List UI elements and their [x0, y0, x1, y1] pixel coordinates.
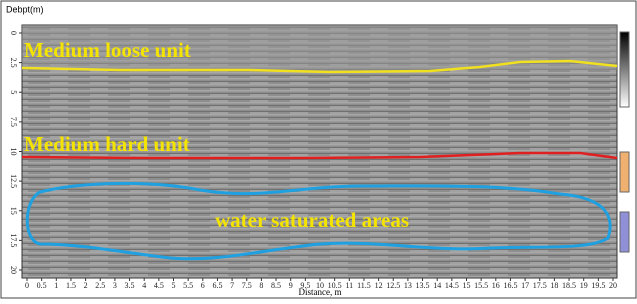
x-tick-label: 9.5 — [300, 281, 310, 290]
y-tick-label: 2.5 — [9, 58, 18, 68]
x-tick-label: 5.5 — [183, 281, 193, 290]
x-tick-label: 14.5 — [445, 281, 459, 290]
x-tick-label: 12.5 — [386, 281, 400, 290]
x-tick-label: 0.5 — [37, 281, 47, 290]
color-bar-blue — [620, 212, 629, 252]
y-tick-label: 7.5 — [9, 117, 18, 127]
color-bar-orange — [620, 152, 629, 192]
x-tick-label: 18.5 — [562, 281, 576, 290]
y-tick-label: 0 — [9, 31, 18, 35]
x-tick-label: 15.5 — [474, 281, 488, 290]
x-tick-label: 8 — [259, 281, 263, 290]
x-tick-label: 14 — [433, 281, 441, 290]
x-tick-label: 13.5 — [416, 281, 430, 290]
y-tick-label: 10 — [9, 148, 18, 156]
x-tick-label: 2 — [84, 281, 88, 290]
y-tick-label: 17.5 — [9, 233, 18, 247]
x-tick-label: 10 — [316, 281, 324, 290]
x-tick-label: 7 — [230, 281, 234, 290]
x-tick-label: 12 — [375, 281, 383, 290]
x-tick-label: 8.5 — [271, 281, 281, 290]
x-tick-label: 7.5 — [242, 281, 252, 290]
x-tick-label: 0 — [25, 281, 29, 290]
x-tick-label: 15 — [463, 281, 471, 290]
annotation: water saturated areas — [215, 208, 409, 232]
x-tick-label: 16 — [492, 281, 500, 290]
x-tick-label: 20 — [609, 281, 617, 290]
x-tick-label: 4.5 — [154, 281, 164, 290]
y-tick-label: 12.5 — [9, 174, 18, 188]
x-tick-label: 9 — [289, 281, 293, 290]
x-tick-label: 3 — [113, 281, 117, 290]
x-tick-label: 1.5 — [66, 281, 76, 290]
x-tick-label: 17 — [521, 281, 529, 290]
x-tick-label: 16.5 — [503, 281, 517, 290]
y-tick-label: 5 — [9, 90, 18, 94]
x-tick-label: 6 — [201, 281, 205, 290]
x-tick-label: 4 — [142, 281, 146, 290]
radargram-figure: Debpt(m) Distance, m Medium loose unit M… — [0, 0, 637, 299]
x-tick-label: 1 — [54, 281, 58, 290]
annotation: Medium hard unit — [24, 132, 190, 156]
x-tick-label: 13 — [404, 281, 412, 290]
annotation: Medium loose unit — [24, 38, 191, 62]
color-bar — [620, 32, 629, 107]
x-tick-label: 19 — [580, 281, 588, 290]
x-tick-label: 5 — [172, 281, 176, 290]
y-tick-label: 20 — [9, 266, 18, 274]
x-tick-label: 3.5 — [125, 281, 135, 290]
y-axis-label: Debpt(m) — [6, 4, 44, 14]
x-tick-label: 6.5 — [212, 281, 222, 290]
x-tick-label: 11.5 — [357, 281, 371, 290]
x-tick-label: 10.5 — [328, 281, 342, 290]
x-tick-label: 2.5 — [95, 281, 105, 290]
x-tick-label: 19.5 — [591, 281, 605, 290]
x-tick-label: 11 — [345, 281, 353, 290]
x-tick-label: 18 — [550, 281, 558, 290]
y-tick-label: 15 — [9, 207, 18, 215]
x-tick-label: 17.5 — [533, 281, 547, 290]
